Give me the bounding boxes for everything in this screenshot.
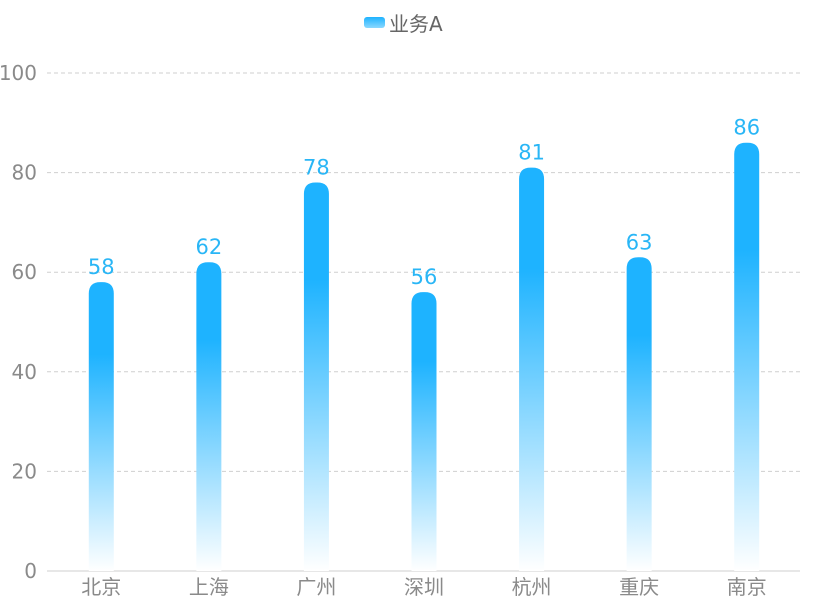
- y-tick-label: 60: [12, 260, 37, 284]
- bar-重庆[interactable]: [626, 257, 652, 571]
- value-label: 56: [411, 265, 438, 289]
- x-tick-label: 上海: [189, 575, 229, 599]
- y-axis-ticks: 0 20 40 60 80 100: [0, 61, 37, 583]
- bar-北京[interactable]: [88, 282, 114, 571]
- x-tick-label: 北京: [81, 575, 121, 599]
- bars: [88, 142, 760, 571]
- value-label: 81: [518, 141, 545, 165]
- y-tick-label: 0: [24, 559, 37, 583]
- value-label: 78: [303, 156, 330, 180]
- y-tick-label: 40: [12, 360, 37, 384]
- legend-swatch[interactable]: [364, 17, 385, 28]
- value-labels: 58 62 78 56 81 63 86: [88, 116, 760, 289]
- x-tick-label: 重庆: [619, 575, 659, 599]
- bar-深圳[interactable]: [411, 292, 437, 571]
- bar-杭州[interactable]: [519, 167, 545, 571]
- value-label: 63: [626, 230, 653, 254]
- y-tick-label: 20: [12, 459, 37, 483]
- bar-南京[interactable]: [734, 142, 760, 571]
- bar-上海[interactable]: [196, 262, 222, 571]
- value-label: 58: [88, 255, 115, 279]
- y-tick-label: 80: [12, 161, 37, 185]
- bar-广州[interactable]: [303, 182, 329, 571]
- x-tick-label: 南京: [727, 575, 767, 599]
- value-label: 62: [195, 235, 222, 259]
- y-tick-label: 100: [0, 61, 37, 85]
- legend-label[interactable]: 业务A: [389, 12, 443, 36]
- x-tick-label: 广州: [296, 575, 336, 599]
- x-tick-label: 杭州: [512, 575, 552, 599]
- x-tick-label: 深圳: [404, 575, 444, 599]
- value-label: 86: [733, 116, 760, 140]
- x-axis-ticks: 北京 上海 广州 深圳 杭州 重庆 南京: [81, 575, 766, 599]
- legend[interactable]: 业务A: [364, 12, 443, 36]
